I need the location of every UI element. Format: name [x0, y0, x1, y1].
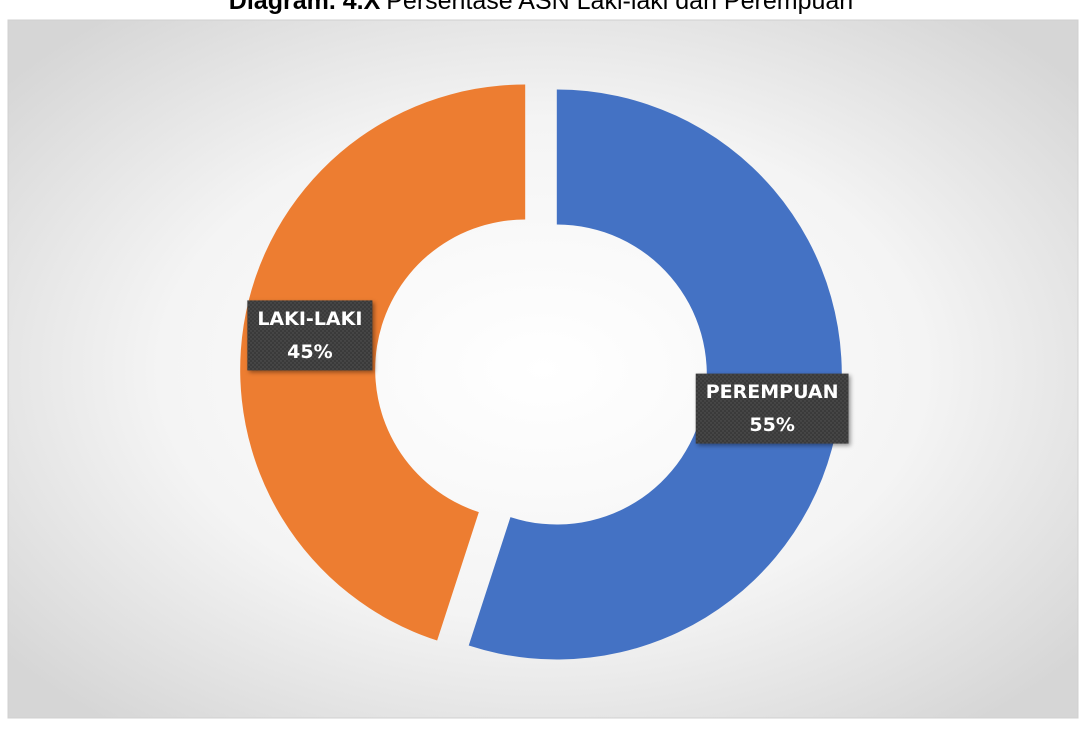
data-label-box — [247, 300, 373, 371]
donut-slice — [468, 89, 842, 660]
title-text: Persentase ASN Laki-laki dan Perempuan — [386, 0, 853, 15]
data-label-category: LAKI-LAKI — [257, 308, 362, 330]
data-label-value: 45% — [287, 341, 332, 363]
donut-slice — [240, 84, 526, 641]
data-label-category: PEREMPUAN — [706, 381, 839, 403]
title-bold: Diagram. 4.X — [229, 0, 381, 15]
chart-title: Diagram. 4.X Persentase ASN Laki-laki dan… — [229, 0, 853, 15]
data-label-box — [695, 373, 849, 444]
donut: PEREMPUAN 55% LAKI-LAKI 45% — [240, 84, 849, 660]
data-label-value: 55% — [749, 414, 794, 436]
